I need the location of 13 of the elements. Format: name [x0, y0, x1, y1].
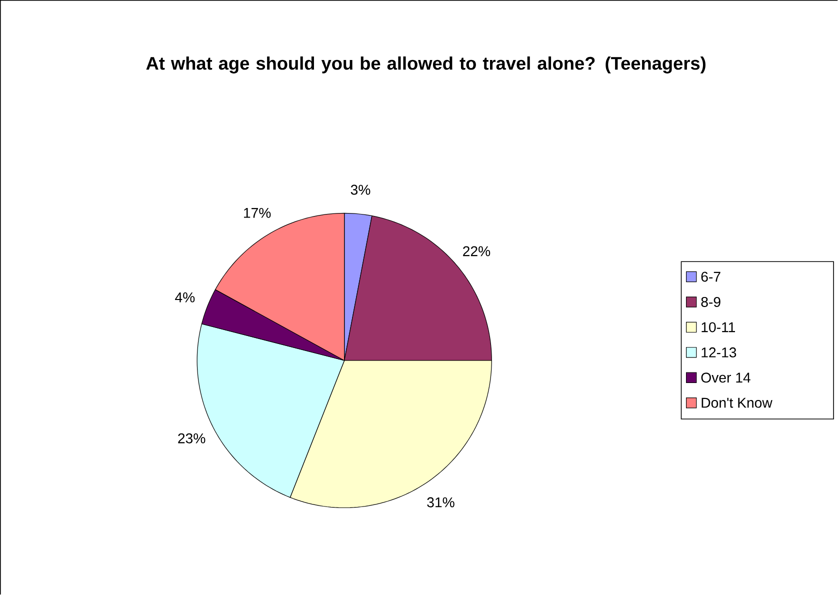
data-label: 3% [350, 184, 370, 195]
legend-label: 12-13 [702, 347, 736, 358]
data-label: 22% [463, 246, 490, 256]
legend-label: 6-7 [701, 272, 720, 282]
data-label: 17% [244, 208, 271, 218]
legend-label: 8-9 [701, 297, 720, 308]
legend-label: Over 14 [701, 372, 750, 383]
chart-title: At what age should you be allowed to travel alone? (Teenagers) [146, 56, 706, 74]
data-label: 31% [427, 497, 454, 508]
legend-label: 10-11 [702, 322, 735, 332]
legend-label: Don't Know [702, 398, 772, 408]
data-label: 23% [178, 433, 206, 444]
data-label: 4% [175, 292, 195, 302]
